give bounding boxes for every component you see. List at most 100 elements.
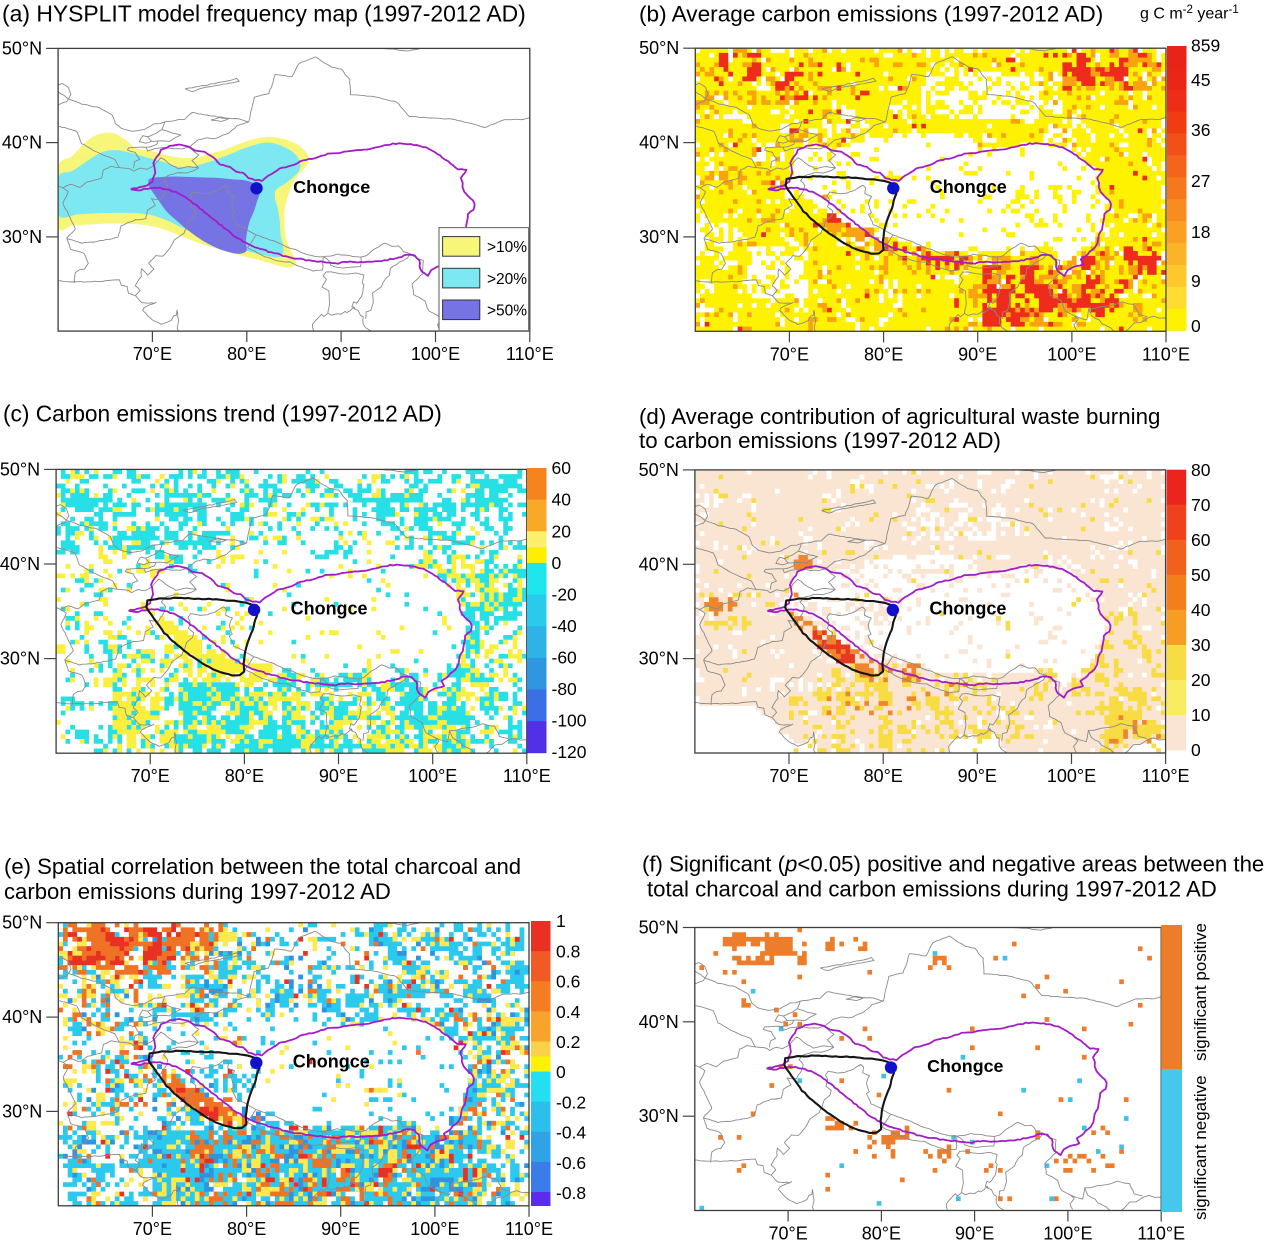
svg-text:-80: -80 — [552, 679, 578, 699]
svg-text:20: 20 — [552, 521, 572, 541]
svg-text:0.4: 0.4 — [556, 1002, 581, 1022]
svg-text:45: 45 — [1191, 70, 1210, 90]
svg-text:36: 36 — [1191, 120, 1210, 140]
svg-text:80°E: 80°E — [864, 766, 903, 786]
svg-text:70°E: 70°E — [131, 766, 170, 786]
svg-text:70: 70 — [1191, 495, 1211, 515]
svg-text:100°E: 100°E — [1043, 1224, 1092, 1243]
svg-text:90°E: 90°E — [321, 344, 360, 364]
svg-text:-120: -120 — [552, 742, 587, 762]
svg-text:10: 10 — [1191, 705, 1211, 725]
svg-text:-0.8: -0.8 — [556, 1183, 586, 1203]
svg-text:-0.4: -0.4 — [556, 1123, 586, 1143]
svg-text:Chongce: Chongce — [291, 598, 368, 618]
svg-text:70°E: 70°E — [769, 766, 808, 786]
svg-text:100°E: 100°E — [1047, 344, 1096, 364]
svg-text:-40: -40 — [552, 616, 578, 636]
svg-text:(b) Average carbon emissions (: (b) Average carbon emissions (1997-2012 … — [639, 1, 1103, 26]
svg-text:30°N: 30°N — [639, 1106, 679, 1126]
svg-text:50°N: 50°N — [639, 38, 679, 58]
svg-text:>50%: >50% — [487, 303, 527, 320]
svg-text:50°N: 50°N — [639, 918, 679, 938]
svg-text:90°E: 90°E — [955, 1224, 994, 1243]
svg-text:Chongce: Chongce — [927, 1056, 1003, 1076]
svg-text:Chongce: Chongce — [293, 177, 370, 197]
svg-text:0: 0 — [552, 553, 562, 573]
svg-text:to carbon emissions (1997-2012: to carbon emissions (1997-2012 AD) — [639, 428, 1001, 453]
svg-text:Chongce: Chongce — [293, 1051, 370, 1071]
svg-text:40°N: 40°N — [0, 554, 40, 574]
svg-text:110°E: 110°E — [1142, 766, 1190, 786]
svg-text:90°E: 90°E — [958, 766, 997, 786]
svg-text:70°E: 70°E — [770, 344, 809, 364]
svg-text:0.2: 0.2 — [556, 1032, 580, 1052]
svg-text:40°N: 40°N — [2, 133, 42, 153]
svg-text:90°E: 90°E — [319, 766, 358, 786]
svg-text:110°E: 110°E — [506, 344, 554, 364]
svg-text:80°E: 80°E — [225, 766, 264, 786]
svg-text:70°E: 70°E — [768, 1224, 807, 1243]
svg-text:100°E: 100°E — [411, 344, 460, 364]
svg-text:110°E: 110°E — [1142, 344, 1190, 364]
svg-text:-60: -60 — [552, 647, 578, 667]
svg-text:80°E: 80°E — [864, 344, 903, 364]
svg-text:110°E: 110°E — [1137, 1224, 1185, 1243]
svg-text:(e) Spatial correlation betwee: (e) Spatial correlation between the tota… — [4, 854, 521, 879]
svg-text:40°N: 40°N — [639, 554, 679, 574]
svg-text:(d) Average contribution of ag: (d) Average contribution of agricultural… — [639, 404, 1160, 429]
svg-text:60: 60 — [1191, 530, 1211, 550]
svg-text:859: 859 — [1191, 36, 1220, 56]
svg-text:Chongce: Chongce — [930, 177, 1007, 197]
svg-text:40°N: 40°N — [639, 133, 679, 153]
svg-text:>20%: >20% — [487, 271, 527, 288]
svg-text:50°N: 50°N — [0, 459, 40, 479]
svg-text:9: 9 — [1191, 271, 1201, 291]
svg-text:70°E: 70°E — [133, 344, 172, 364]
svg-text:60: 60 — [552, 458, 572, 478]
svg-text:-20: -20 — [552, 584, 578, 604]
svg-text:40°N: 40°N — [2, 1007, 42, 1027]
svg-text:30°N: 30°N — [639, 227, 679, 247]
svg-text:90°E: 90°E — [321, 1219, 360, 1239]
svg-text:(a) HYSPLIT model frequency ma: (a) HYSPLIT model frequency map (1997-20… — [2, 0, 526, 26]
svg-text:80°E: 80°E — [227, 344, 266, 364]
svg-text:Chongce: Chongce — [929, 599, 1006, 619]
svg-text:80°E: 80°E — [227, 1219, 266, 1239]
svg-text:50: 50 — [1191, 565, 1211, 585]
svg-text:100°E: 100°E — [1047, 766, 1096, 786]
svg-text:(c) Carbon emissions trend (19: (c) Carbon emissions trend (1997-2012 AD… — [3, 401, 442, 427]
svg-text:70°E: 70°E — [133, 1219, 172, 1239]
svg-text:significant negative: significant negative — [1191, 1075, 1210, 1220]
svg-text:total charcoal and carbon emis: total charcoal and carbon emissions duri… — [647, 877, 1217, 902]
svg-text:20: 20 — [1191, 670, 1211, 690]
svg-text:90°E: 90°E — [958, 344, 997, 364]
svg-text:50°N: 50°N — [2, 38, 42, 58]
svg-text:-100: -100 — [552, 710, 587, 730]
svg-text:30°N: 30°N — [2, 227, 42, 247]
svg-text:40°N: 40°N — [639, 1012, 679, 1032]
svg-text:1: 1 — [556, 911, 566, 931]
svg-text:80: 80 — [1191, 460, 1211, 480]
svg-text:30: 30 — [1191, 635, 1211, 655]
svg-text:30°N: 30°N — [2, 1101, 42, 1121]
svg-text:110°E: 110°E — [503, 766, 551, 786]
svg-text:0: 0 — [556, 1062, 566, 1082]
svg-text:50°N: 50°N — [2, 913, 42, 933]
svg-text:(f) Significant (p<0.05) posit: (f) Significant (p<0.05) positive and ne… — [642, 852, 1264, 877]
svg-text:100°E: 100°E — [408, 766, 457, 786]
svg-text:>10%: >10% — [487, 239, 527, 256]
svg-text:110°E: 110°E — [505, 1219, 553, 1239]
svg-text:30°N: 30°N — [0, 649, 40, 669]
svg-text:-0.2: -0.2 — [556, 1092, 586, 1112]
svg-text:40: 40 — [1191, 600, 1211, 620]
svg-text:18: 18 — [1191, 222, 1210, 242]
svg-text:-0.6: -0.6 — [556, 1153, 586, 1173]
svg-text:50°N: 50°N — [639, 460, 679, 480]
svg-text:27: 27 — [1191, 171, 1210, 191]
svg-text:100°E: 100°E — [410, 1219, 459, 1239]
svg-text:0: 0 — [1191, 740, 1201, 760]
svg-text:80°E: 80°E — [862, 1224, 901, 1243]
svg-text:0.6: 0.6 — [556, 972, 580, 992]
svg-text:significant positive: significant positive — [1191, 923, 1210, 1061]
svg-text:0.8: 0.8 — [556, 941, 580, 961]
